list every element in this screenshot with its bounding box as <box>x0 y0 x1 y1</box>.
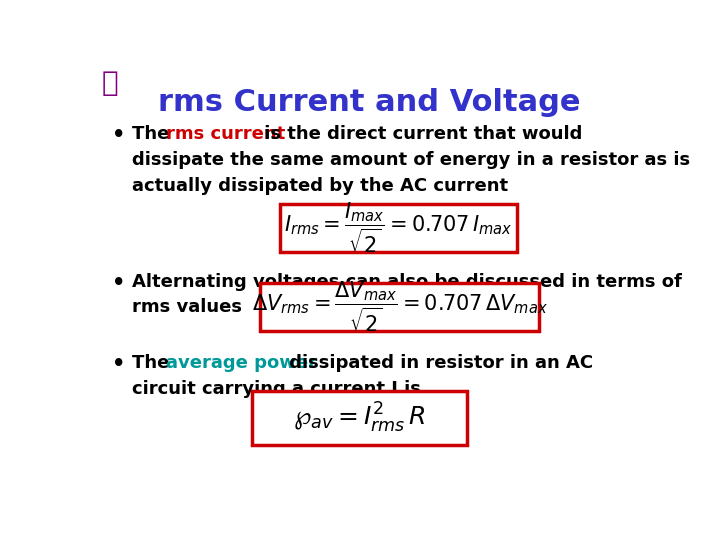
FancyBboxPatch shape <box>260 283 539 331</box>
Text: $\Delta V_{rms} = \dfrac{\Delta V_{max}}{\sqrt{2}} = 0.707\, \Delta V_{max}$: $\Delta V_{rms} = \dfrac{\Delta V_{max}}… <box>252 280 548 334</box>
Text: The: The <box>132 354 176 372</box>
Text: •: • <box>112 125 126 145</box>
Text: •: • <box>112 273 126 293</box>
Text: average power: average power <box>166 354 317 372</box>
Text: The: The <box>132 125 176 143</box>
Text: $\wp_{av} = I_{rms}^{2}\, R$: $\wp_{av} = I_{rms}^{2}\, R$ <box>293 401 426 435</box>
FancyBboxPatch shape <box>279 204 517 252</box>
Text: $I_{rms} = \dfrac{I_{max}}{\sqrt{2}} = 0.707\, I_{max}$: $I_{rms} = \dfrac{I_{max}}{\sqrt{2}} = 0… <box>284 201 513 255</box>
Text: is the direct current that would: is the direct current that would <box>258 125 582 143</box>
Text: Alternating voltages can also be discussed in terms of: Alternating voltages can also be discuss… <box>132 273 682 291</box>
Text: 🦎: 🦎 <box>101 69 118 97</box>
FancyBboxPatch shape <box>252 391 467 446</box>
Text: actually dissipated by the AC current: actually dissipated by the AC current <box>132 177 508 194</box>
Text: rms current: rms current <box>166 125 285 143</box>
Text: rms values: rms values <box>132 299 242 316</box>
Text: rms Current and Voltage: rms Current and Voltage <box>158 87 580 117</box>
Text: circuit carrying a current I is: circuit carrying a current I is <box>132 380 420 397</box>
Text: dissipate the same amount of energy in a resistor as is: dissipate the same amount of energy in a… <box>132 151 690 169</box>
Text: dissipated in resistor in an AC: dissipated in resistor in an AC <box>283 354 593 372</box>
Text: •: • <box>112 354 126 374</box>
